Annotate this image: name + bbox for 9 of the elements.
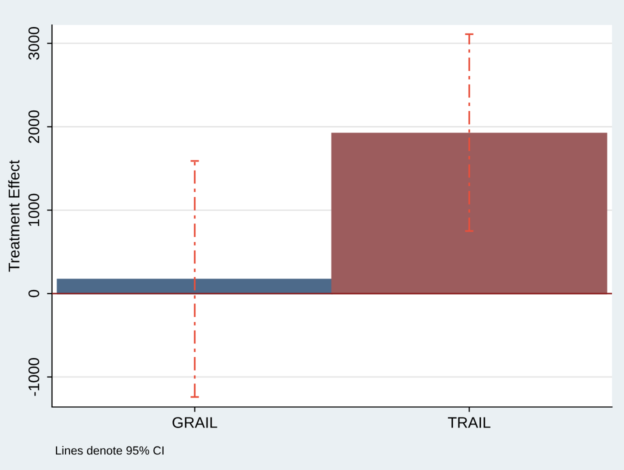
y-tick-label: -1000 xyxy=(28,358,40,396)
y-tick-label: 2000 xyxy=(28,110,40,143)
y-tick-label: 3000 xyxy=(28,26,40,60)
y-tick-label: 0 xyxy=(28,290,40,298)
y-axis-title: Treatment Effect xyxy=(8,160,20,272)
text: Lines denote 95% CI xyxy=(56,446,164,455)
y-tick-label: 1000 xyxy=(28,194,40,226)
x-tick-label: TRAIL xyxy=(448,417,490,428)
x-tick-label: GRAIL xyxy=(172,417,218,428)
